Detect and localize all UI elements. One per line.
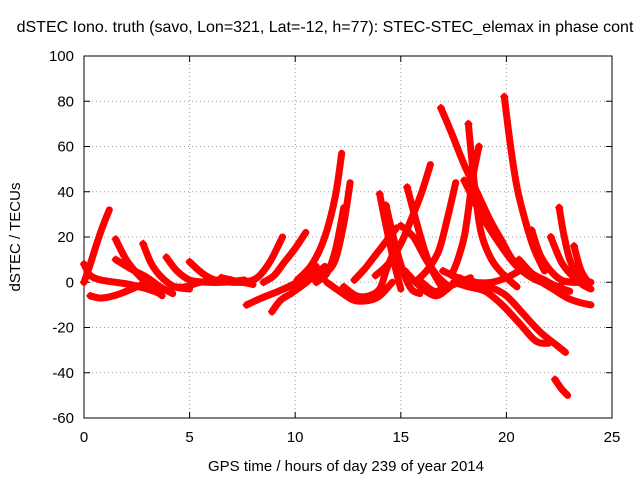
series-end-marker xyxy=(382,201,391,210)
series-end-marker xyxy=(439,266,448,275)
series-end-marker xyxy=(86,291,95,300)
series-line xyxy=(448,143,483,279)
series-line xyxy=(312,204,348,286)
series-end-marker xyxy=(569,242,578,251)
series-line xyxy=(260,229,310,286)
chart-title: dSTEC Iono. truth (savo, Lon=321, Lat=-1… xyxy=(17,19,634,36)
series-end-marker xyxy=(555,203,564,212)
series-end-marker xyxy=(449,278,458,287)
series-end-marker xyxy=(139,239,148,248)
series-end-marker xyxy=(312,278,321,287)
series-line xyxy=(217,233,286,286)
series-end-marker xyxy=(413,275,422,284)
x-tick-label: 10 xyxy=(287,429,304,446)
y-axis-label: dSTEC / TECUs xyxy=(7,183,24,292)
x-tick-label: 15 xyxy=(392,429,409,446)
series-end-marker xyxy=(305,273,314,282)
series-end-marker xyxy=(80,278,88,287)
series-line xyxy=(570,242,595,286)
x-tick-label: 25 xyxy=(604,429,621,446)
series-end-marker xyxy=(80,260,88,269)
y-tick-label: -40 xyxy=(52,365,74,382)
series-line xyxy=(80,260,164,298)
y-tick-label: 40 xyxy=(57,184,74,201)
series-end-marker xyxy=(527,226,536,235)
series-end-marker xyxy=(185,257,194,266)
series-end-marker xyxy=(217,273,226,282)
series-line xyxy=(534,276,595,309)
series-end-marker xyxy=(111,235,120,244)
y-tick-label: 100 xyxy=(49,48,74,65)
series-line xyxy=(471,278,569,356)
series-end-marker xyxy=(436,104,445,113)
series-line xyxy=(551,376,572,399)
series-end-marker xyxy=(259,278,268,287)
series-line xyxy=(293,149,346,284)
series-end-marker xyxy=(322,278,331,287)
series-end-marker xyxy=(162,253,171,262)
series-end-marker xyxy=(293,275,302,284)
series-end-marker xyxy=(515,255,524,264)
series-end-marker xyxy=(401,266,410,275)
series-end-marker xyxy=(550,375,559,384)
series-line xyxy=(450,278,553,347)
y-tick-label: 20 xyxy=(57,229,74,246)
series-end-marker xyxy=(534,275,543,284)
series-line xyxy=(414,179,460,284)
x-axis-label: GPS time / hours of day 239 of year 2014 xyxy=(208,458,484,475)
series-end-marker xyxy=(339,282,348,291)
x-tick-label: 5 xyxy=(185,429,193,446)
series-end-marker xyxy=(371,271,380,280)
x-tick-labels: 0 5 10 15 20 25 xyxy=(80,429,621,446)
series-end-marker xyxy=(500,92,509,101)
data-series xyxy=(80,92,595,399)
series-end-marker xyxy=(168,282,177,291)
series-end-marker xyxy=(546,233,555,241)
series-line xyxy=(86,278,151,302)
series-end-marker xyxy=(396,221,405,230)
axis-ticks xyxy=(83,55,613,419)
y-tick-label: -20 xyxy=(52,320,74,337)
y-tick-label: 60 xyxy=(57,139,74,156)
y-tick-label: 80 xyxy=(57,93,74,110)
x-tick-label: 0 xyxy=(80,429,88,446)
series-end-marker xyxy=(470,278,479,287)
series-end-marker xyxy=(375,190,384,199)
y-tick-labels: -60 -40 -20 0 20 40 60 80 100 xyxy=(49,48,74,427)
series-line xyxy=(397,222,453,291)
series-end-marker xyxy=(474,142,483,151)
series-end-marker xyxy=(350,275,359,284)
y-tick-label: -60 xyxy=(52,410,74,427)
series-line xyxy=(376,190,405,293)
series-end-marker xyxy=(460,176,469,185)
series-line xyxy=(528,226,586,286)
series-line xyxy=(112,256,177,298)
x-tick-label: 20 xyxy=(498,429,515,446)
series-end-marker xyxy=(111,255,120,264)
series-end-marker xyxy=(403,183,412,192)
series-end-marker xyxy=(242,300,251,309)
series-line xyxy=(547,233,595,293)
series-line xyxy=(323,278,396,305)
series-end-marker xyxy=(267,307,276,316)
y-tick-label: 0 xyxy=(66,274,74,291)
series-end-marker xyxy=(464,119,473,128)
